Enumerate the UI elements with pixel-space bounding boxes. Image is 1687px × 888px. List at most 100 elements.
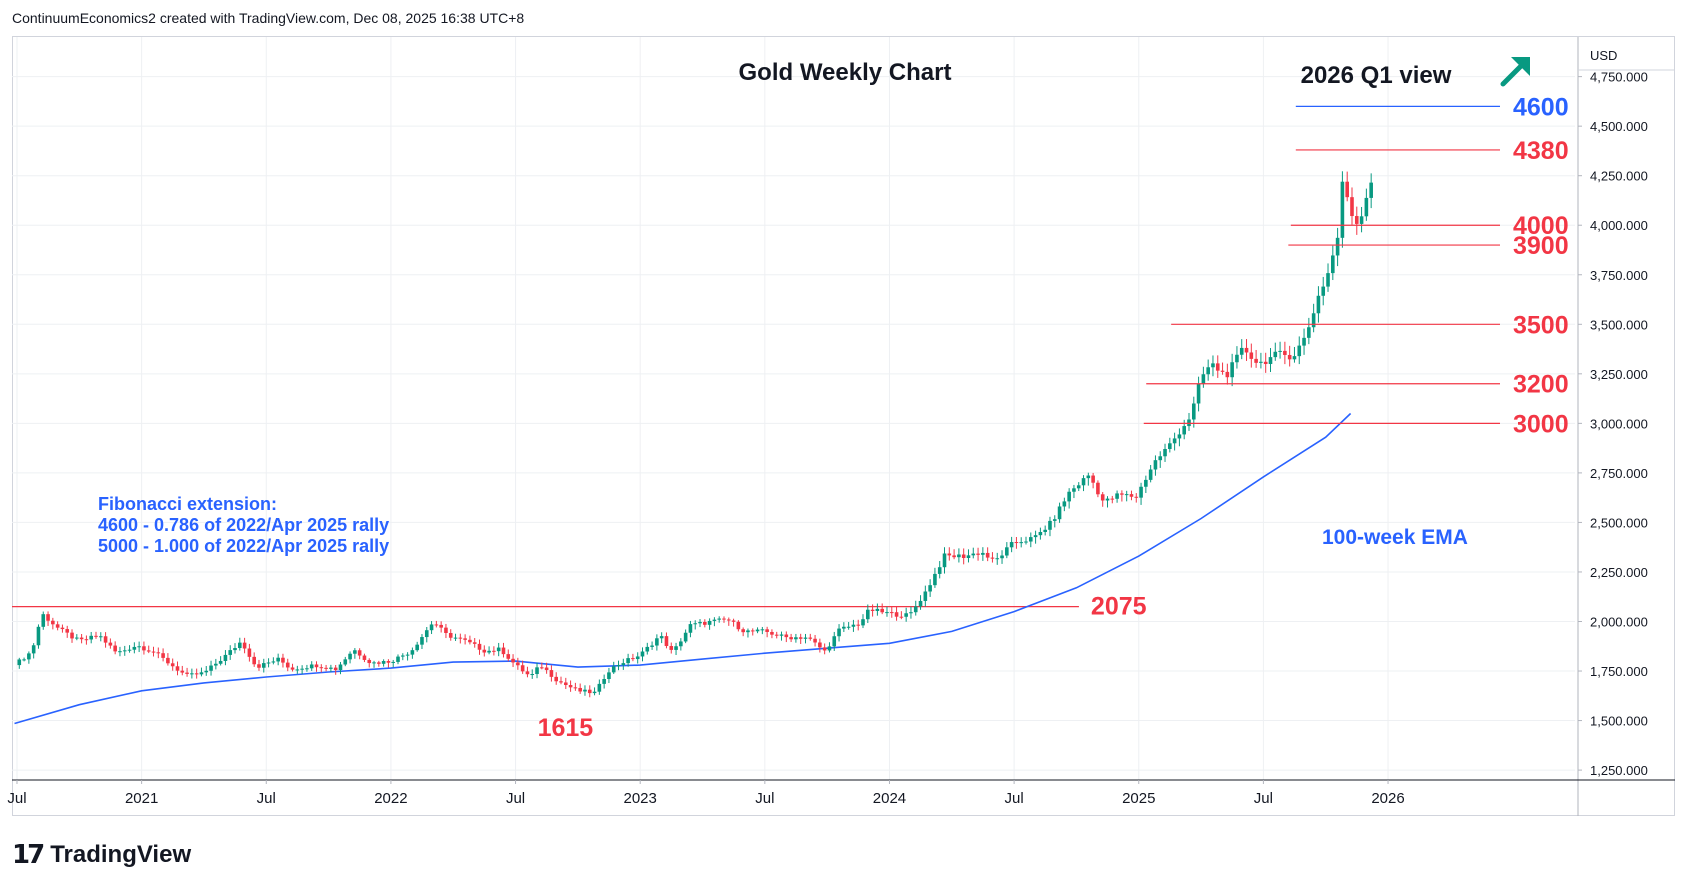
candle-up [75, 637, 79, 639]
candle-up [309, 664, 314, 669]
resistance-label-3000: 3000 [1513, 410, 1569, 438]
chart-credit: ContinuumEconomics2 created with Trading… [12, 10, 525, 26]
candle-up [343, 659, 348, 665]
x-tick-label: Jul [755, 790, 774, 807]
candle-up [837, 628, 841, 637]
tradingview-logo[interactable]: 17 TradingView [12, 840, 191, 870]
candle-down [985, 552, 990, 558]
candle-down [257, 664, 261, 668]
candle-up [1168, 443, 1172, 449]
candle-up [1292, 356, 1297, 360]
candle-up [338, 664, 343, 671]
y-tick-label: 4,750.000 [1590, 70, 1648, 85]
candle-up [1196, 383, 1201, 404]
candle-down [146, 650, 151, 652]
y-tick-label: 1,750.000 [1590, 664, 1648, 679]
y-tick-label: 3,500.000 [1590, 317, 1648, 332]
candle-down [1225, 371, 1230, 378]
candle-down [1354, 216, 1359, 224]
target-label-4600: 4600 [1513, 93, 1569, 121]
candle-down [726, 619, 731, 621]
candle-down [899, 616, 904, 618]
candle-up [1000, 555, 1004, 559]
candle-down [434, 624, 439, 626]
chart-subtitle: 2026 Q1 view [1301, 62, 1452, 89]
candle-down [818, 642, 822, 648]
candle-down [1120, 493, 1124, 495]
candle-down [281, 657, 285, 663]
candle-up [1278, 350, 1282, 352]
candle-up [41, 614, 46, 627]
candle-down [194, 673, 199, 675]
candle-up [640, 651, 645, 657]
y-tick-label: 3,000.000 [1590, 416, 1648, 431]
candle-up [238, 642, 242, 649]
candle-down [736, 621, 741, 630]
candle-up [276, 657, 280, 662]
candle-up [659, 636, 664, 639]
candle-down [468, 639, 472, 643]
ema-100-week-line [14, 412, 1352, 725]
candle-up [223, 654, 228, 661]
candle-down [444, 627, 448, 633]
candle-up [779, 634, 784, 636]
candle-down [952, 555, 956, 558]
candle-up [415, 644, 419, 651]
candle-down [578, 687, 582, 692]
candle-up [1369, 182, 1373, 198]
candle-down [51, 620, 55, 625]
candle-down [161, 653, 165, 658]
candle-up [803, 637, 808, 639]
candle-up [626, 658, 630, 664]
candle-up [674, 646, 678, 650]
candle-down [784, 634, 789, 638]
candle-up [683, 632, 688, 642]
candle-up [17, 659, 22, 666]
candle-down [741, 629, 745, 633]
candle-up [1311, 313, 1316, 328]
candle-down [516, 662, 520, 666]
candle-down [142, 646, 146, 651]
candle-down [889, 612, 894, 614]
candle-up [391, 661, 396, 663]
candle-down [357, 650, 362, 656]
candle-up [583, 689, 587, 692]
x-tick-label: 2026 [1371, 790, 1404, 807]
candle-down [367, 659, 372, 664]
candle-down [808, 637, 813, 639]
candle-up [650, 645, 654, 647]
candle-down [501, 647, 506, 655]
fibonacci-annotation-line: 4600 - 0.786 of 2022/Apr 2025 rally [98, 515, 389, 535]
candle-up [1005, 547, 1009, 556]
candle-down [324, 667, 328, 669]
candle-down [813, 638, 817, 643]
candle-up [1307, 327, 1311, 338]
candle-up [1115, 493, 1119, 499]
candle-up [995, 558, 1000, 560]
candle-down [482, 649, 487, 653]
candle-up [118, 651, 122, 653]
candle-down [798, 637, 803, 639]
currency-label: USD [1590, 48, 1617, 63]
candle-up [190, 673, 194, 675]
candle-down [151, 651, 156, 653]
candle-up [1076, 485, 1081, 489]
candle-up [904, 613, 908, 617]
candle-down [563, 682, 568, 686]
candle-down [319, 667, 324, 669]
candle-down [492, 650, 496, 652]
candle-down [60, 627, 65, 630]
candle-up [1259, 361, 1263, 363]
candle-down [439, 624, 443, 628]
candle-up [1239, 347, 1244, 355]
candle-up [602, 679, 606, 684]
candle-down [463, 638, 467, 640]
candle-down [770, 631, 774, 635]
candle-up [410, 650, 415, 655]
candle-up [928, 585, 932, 592]
y-tick-label: 2,000.000 [1590, 614, 1648, 629]
y-tick-label: 1,500.000 [1590, 714, 1648, 729]
candle-up [400, 655, 405, 657]
candle-down [185, 672, 189, 674]
candle-up [353, 650, 357, 654]
